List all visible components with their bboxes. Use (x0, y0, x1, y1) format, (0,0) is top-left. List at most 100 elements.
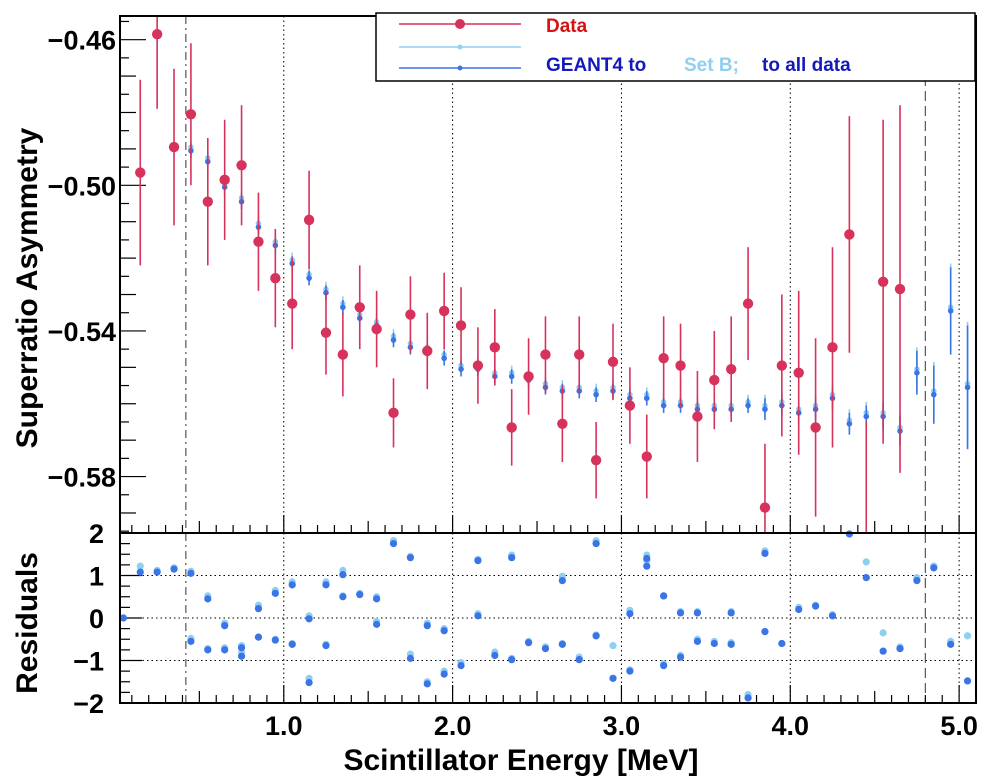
legend-set-b-marker (457, 44, 463, 50)
all-data-residual-point (930, 564, 938, 572)
data-point (303, 214, 315, 226)
all-data-residual-point (237, 652, 246, 660)
residuals-horizontal-grid (120, 575, 976, 661)
all-data-point (846, 420, 853, 427)
main-y-tick-label: −0.50 (48, 171, 116, 201)
data-point (557, 418, 568, 429)
data-point (388, 407, 399, 419)
all-data-residual-point (963, 677, 972, 685)
main-panel: −0.46 −0.50 −0.54 −0.58 (48, 15, 977, 534)
all-data-residual-point (947, 640, 955, 648)
data-point (793, 367, 804, 379)
all-data-residual-point (778, 639, 786, 648)
all-data-residual-point (389, 540, 398, 548)
main-y-tick-label: −0.46 (48, 26, 116, 56)
x-tick-label: 2.0 (434, 711, 472, 741)
all-data-residual-point (339, 593, 347, 601)
legend-data-marker (455, 19, 465, 29)
all-data-residual-point (862, 574, 870, 582)
all-data-residual-point (676, 653, 685, 661)
set-b-residual-point (862, 558, 870, 566)
all-data-residual-point (727, 640, 735, 648)
all-data-point (863, 413, 870, 420)
all-data-residual-point (474, 557, 482, 565)
all-data-residual-point (237, 644, 246, 652)
data-point (574, 349, 585, 360)
all-data-residual-point (204, 646, 212, 654)
data-point (590, 454, 602, 466)
main-y-tick-label: −0.54 (48, 317, 116, 347)
all-data-residual-point (170, 565, 178, 573)
all-data-residual-point (440, 627, 448, 635)
data-point (810, 422, 821, 433)
all-data-residual-point (524, 639, 533, 647)
set-b-residual-point (879, 629, 887, 637)
residuals-axis-title: Residuals (11, 552, 44, 694)
data-point (894, 283, 906, 295)
all-data-residual-point (406, 654, 414, 662)
residuals-vertical-grid (283, 533, 960, 703)
all-data-point (947, 308, 954, 314)
all-data-point (458, 366, 464, 372)
all-data-residual-point (204, 595, 212, 603)
data-point (844, 229, 855, 240)
residuals-cut-lines (185, 533, 926, 703)
legend-all-data-marker (457, 65, 463, 71)
x-tick-label: 5.0 (940, 711, 978, 741)
all-data-residual-point (373, 595, 381, 603)
all-data-point (441, 355, 447, 362)
all-data-residual-point (660, 662, 668, 670)
all-data-residual-point (592, 540, 600, 548)
data-point (151, 29, 163, 40)
all-data-residual-point (491, 651, 499, 660)
data-point (320, 327, 332, 338)
main-x-ticks (131, 515, 977, 533)
all-data-residual-point (457, 662, 465, 670)
data-point (725, 363, 737, 375)
all-data-point (930, 391, 937, 398)
residuals-panel: 2 1 0 −1 −2 1.0 2.0 3.0 4.0 5.0 (73, 519, 978, 741)
all-data-residual-point (727, 609, 735, 617)
all-data-residual-point (643, 554, 651, 563)
all-data-residual-point (896, 645, 904, 653)
data-point (219, 174, 230, 186)
legend: Data GEANT4 to Set B; to all data (375, 12, 976, 82)
data-point (675, 360, 686, 371)
all-data-residual-point (288, 581, 296, 589)
all-data-point (508, 373, 515, 380)
legend-data-label: Data (546, 16, 588, 37)
data-point (692, 411, 703, 422)
all-data-residual-point (406, 554, 414, 562)
all-data-residual-point (221, 646, 229, 654)
data-point (742, 298, 754, 309)
main-cut-lines (185, 16, 926, 533)
all-data-residual-point (254, 633, 263, 641)
data-point (287, 298, 298, 309)
data-point (236, 160, 247, 171)
all-data-point (593, 391, 599, 398)
data-point (709, 374, 720, 386)
data-point (168, 141, 180, 153)
all-data-residual-point (254, 605, 263, 613)
all-data-point (306, 275, 312, 281)
all-data-residual-point (440, 670, 448, 678)
residuals-y-tick-labels: 2 1 0 −1 −2 (73, 519, 104, 719)
x-tick-labels: 1.0 2.0 3.0 4.0 5.0 (265, 711, 978, 741)
all-data-residual-point (795, 605, 803, 614)
x-tick-label: 1.0 (265, 711, 303, 741)
all-data-residual-point (913, 577, 921, 585)
all-data-point (964, 384, 971, 391)
all-data-residual-point (136, 568, 144, 576)
x-tick-label: 4.0 (772, 711, 810, 741)
all-data-residual-point (558, 640, 566, 648)
data-point (624, 400, 636, 411)
data-point (827, 342, 838, 353)
all-data-residual-point (508, 656, 516, 664)
set-b-residual-point (963, 632, 972, 640)
all-data-residual-point (643, 562, 651, 570)
all-data-residual-point (474, 612, 482, 620)
all-data-point (643, 395, 650, 402)
data-point (506, 422, 517, 433)
residuals-all-data-series (119, 530, 972, 702)
all-data-residual-point (626, 610, 634, 618)
